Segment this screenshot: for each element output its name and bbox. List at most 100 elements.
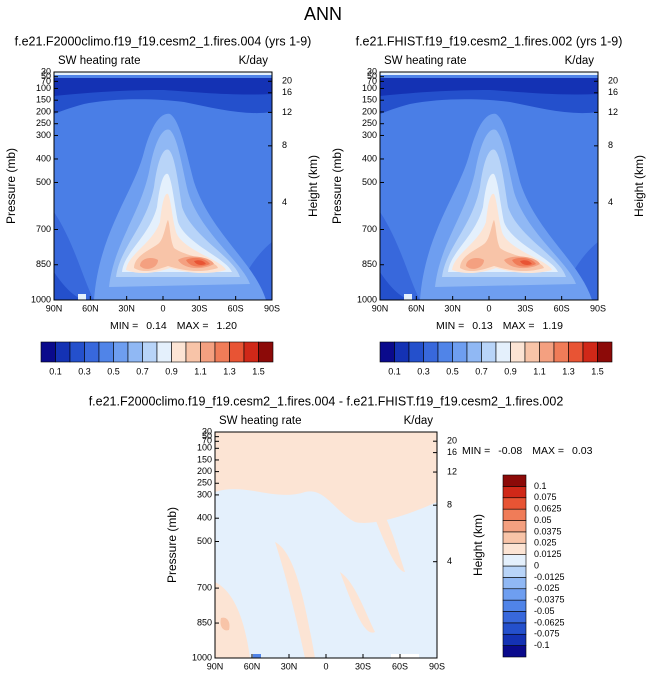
stat-label: MAX = — [503, 320, 535, 332]
colorbar-box — [539, 341, 555, 363]
colorbar-label: 0.0125 — [534, 549, 562, 559]
y2-tick-label: 4 — [282, 197, 287, 207]
y-tick-label: 250 — [36, 118, 51, 128]
x-tick-label: 90N — [207, 661, 224, 671]
field-name: SW heating rate — [58, 55, 140, 67]
colorbar-label: 1.5 — [252, 366, 265, 376]
colorbar-box — [597, 341, 613, 363]
colorbar-box — [568, 341, 584, 363]
colorbar-label: 0.025 — [534, 538, 557, 548]
colorbar-label: 0.7 — [136, 366, 149, 376]
x-tick-label: 60S — [228, 303, 244, 313]
stat-label: MAX = — [532, 445, 564, 457]
colorbar-label: 0.3 — [417, 366, 430, 376]
field-name: SW heating rate — [219, 415, 301, 427]
y-tick-label: 150 — [197, 454, 212, 464]
x-tick-label: 60S — [554, 303, 570, 313]
stat-value: -0.08 — [498, 445, 522, 457]
colorbar-box — [55, 341, 71, 363]
y2-tick-label: 8 — [447, 500, 452, 510]
stat-label: MIN = — [462, 445, 490, 457]
colorbar-box — [379, 341, 395, 363]
y-tick-label: 200 — [36, 106, 51, 116]
colorbar-label: -0.0125 — [534, 572, 565, 582]
colorbar-box — [69, 341, 85, 363]
y2-axis-title: Height (km) — [471, 514, 485, 576]
stat-label: MIN = — [436, 320, 464, 332]
y-tick-label: 70 — [367, 76, 377, 86]
colorbar-label: 0.05 — [534, 515, 552, 525]
y-tick-label: 300 — [36, 130, 51, 140]
colorbar-label: -0.0625 — [534, 617, 565, 627]
x-tick-label: 0 — [323, 661, 328, 671]
colorbar-label: 0.1 — [388, 366, 401, 376]
y-tick-label: 30 — [202, 426, 212, 436]
colorbar-label: -0.025 — [534, 583, 560, 593]
colorbar-label: 1.1 — [533, 366, 546, 376]
units: K/day — [239, 55, 269, 67]
colorbar-box — [502, 645, 527, 658]
colorbar-box — [502, 508, 527, 521]
y-tick-label: 400 — [362, 153, 377, 163]
y2-tick-label: 16 — [282, 87, 292, 97]
y-tick-label: 100 — [197, 443, 212, 453]
y2-axis-title: Height (km) — [306, 155, 320, 217]
colorbar-label: 0.5 — [107, 366, 120, 376]
colorbar-box — [156, 341, 172, 363]
x-tick-label: 60N — [244, 661, 261, 671]
colorbar-box — [502, 474, 527, 487]
stat-value: 0.14 — [146, 320, 167, 332]
colorbar-label: 1.5 — [591, 366, 604, 376]
y-tick-label: 50 — [202, 431, 212, 441]
x-tick-label: 30S — [517, 303, 533, 313]
panel-title: f.e21.F2000climo.f19_f19.cesm2_1.fires.0… — [89, 394, 564, 408]
colorbar-box — [481, 341, 497, 363]
stat-value: 0.03 — [572, 445, 593, 457]
colorbar-box — [113, 341, 129, 363]
x-tick-label: 90S — [264, 303, 280, 313]
contour-plot — [380, 72, 598, 300]
y-tick-label: 1000 — [31, 294, 51, 304]
colorbar-label: 0.9 — [504, 366, 517, 376]
y-tick-label: 300 — [362, 130, 377, 140]
x-tick-label: 0 — [486, 303, 491, 313]
stat-value: 0.13 — [472, 320, 493, 332]
y2-tick-label: 8 — [282, 140, 287, 150]
y-tick-label: 150 — [36, 95, 51, 105]
colorbar-box — [502, 588, 527, 601]
colorbar-label: 0.1 — [49, 366, 62, 376]
y-tick-label: 500 — [197, 536, 212, 546]
colorbar-box — [185, 341, 201, 363]
colorbar-box — [142, 341, 158, 363]
stat-value: 1.20 — [217, 320, 238, 332]
colorbar-box — [502, 497, 527, 510]
colorbar-box — [582, 341, 598, 363]
x-tick-label: 90N — [372, 303, 389, 313]
y-tick-label: 850 — [362, 259, 377, 269]
colorbar-label: 1.3 — [562, 366, 575, 376]
y2-tick-label: 4 — [447, 556, 452, 566]
stat-value: 1.19 — [543, 320, 564, 332]
y-axis-title: Pressure (mb) — [4, 148, 18, 224]
y2-tick-label: 12 — [608, 107, 618, 117]
y-tick-label: 850 — [36, 259, 51, 269]
y-tick-label: 700 — [362, 224, 377, 234]
colorbar-label: 0.1 — [534, 481, 547, 491]
colorbar-box — [258, 341, 274, 363]
colorbar-box — [553, 341, 569, 363]
x-tick-label: 30S — [191, 303, 207, 313]
colorbar-box — [127, 341, 143, 363]
colorbar-label: -0.1 — [534, 640, 550, 650]
contour-plot — [54, 72, 272, 300]
y-tick-label: 700 — [197, 582, 212, 592]
panel-title: f.e21.FHIST.f19_f19.cesm2_1.fires.002 (y… — [356, 34, 623, 48]
colorbar-label: -0.075 — [534, 629, 560, 639]
colorbar-label: -0.05 — [534, 606, 555, 616]
y-tick-label: 500 — [36, 177, 51, 187]
colorbar-box — [502, 531, 527, 544]
y2-tick-label: 16 — [447, 447, 457, 457]
colorbar-box — [437, 341, 453, 363]
y-tick-label: 50 — [367, 71, 377, 81]
y2-tick-label: 12 — [282, 107, 292, 117]
y-tick-label: 700 — [36, 224, 51, 234]
